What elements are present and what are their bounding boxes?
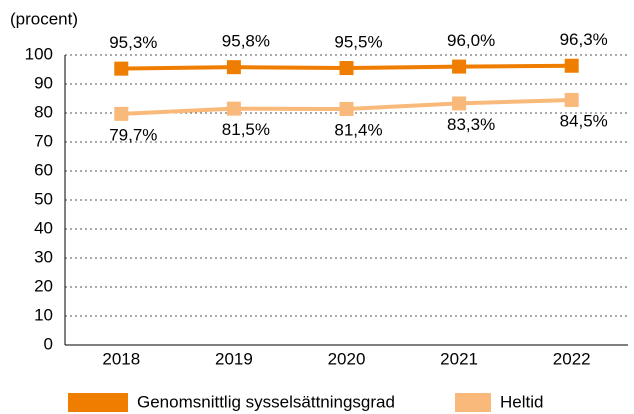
marker xyxy=(339,101,354,116)
data-label: 79,7% xyxy=(109,125,157,144)
x-tick-label: 2020 xyxy=(328,349,366,368)
legend-label: Heltid xyxy=(500,392,543,411)
legend-swatch xyxy=(455,393,491,412)
marker xyxy=(226,60,241,75)
x-tick-label: 2018 xyxy=(102,349,140,368)
data-label: 95,5% xyxy=(334,33,382,52)
y-tick-label: 70 xyxy=(34,131,53,150)
marker xyxy=(564,92,579,107)
x-tick-label: 2021 xyxy=(440,349,478,368)
y-tick-label: 50 xyxy=(34,189,53,208)
data-label: 96,0% xyxy=(447,31,495,50)
data-label: 81,4% xyxy=(334,120,382,139)
x-tick-label: 2019 xyxy=(215,349,253,368)
y-tick-label: 80 xyxy=(34,102,53,121)
data-label: 84,5% xyxy=(560,111,608,130)
legend-swatch xyxy=(68,393,128,412)
data-label: 96,3% xyxy=(560,30,608,49)
y-tick-label: 100 xyxy=(25,44,53,63)
y-tick-label: 10 xyxy=(34,305,53,324)
y-tick-label: 60 xyxy=(34,160,53,179)
data-label: 95,8% xyxy=(222,32,270,51)
y-axis-label: (procent) xyxy=(10,9,78,28)
y-tick-label: 40 xyxy=(34,218,53,237)
marker xyxy=(226,101,241,116)
marker xyxy=(114,106,129,121)
y-tick-label: 0 xyxy=(44,334,53,353)
marker xyxy=(452,59,467,74)
x-tick-label: 2022 xyxy=(553,349,591,368)
data-label: 83,3% xyxy=(447,115,495,134)
marker xyxy=(452,96,467,111)
marker xyxy=(339,61,354,76)
data-label: 81,5% xyxy=(222,120,270,139)
legend-label: Genomsnittlig sysselsättningsgrad xyxy=(137,392,395,411)
y-tick-label: 20 xyxy=(34,276,53,295)
y-tick-label: 30 xyxy=(34,247,53,266)
marker xyxy=(564,58,579,73)
marker xyxy=(114,61,129,76)
y-tick-label: 90 xyxy=(34,73,53,92)
data-label: 95,3% xyxy=(109,33,157,52)
